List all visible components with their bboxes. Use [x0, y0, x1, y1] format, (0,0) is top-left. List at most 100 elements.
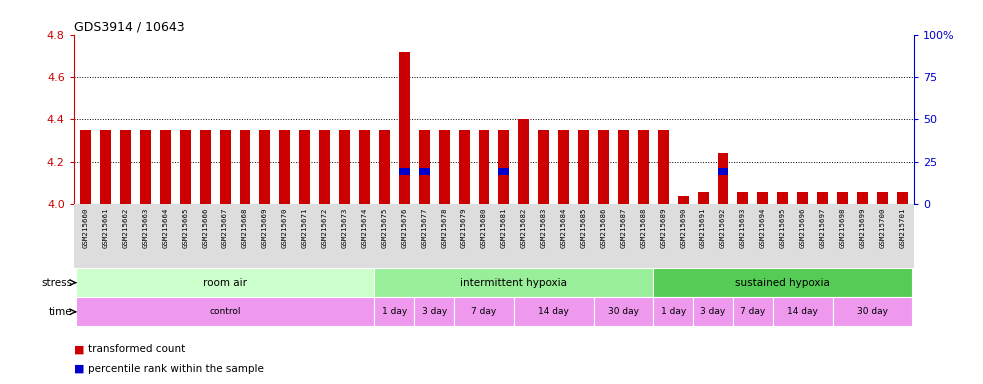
- Text: GDS3914 / 10643: GDS3914 / 10643: [74, 20, 185, 33]
- Text: GSM215663: GSM215663: [143, 207, 148, 248]
- Text: GSM215685: GSM215685: [581, 207, 587, 248]
- Text: 3 day: 3 day: [701, 307, 725, 316]
- Bar: [598, 130, 609, 204]
- Text: room air: room air: [203, 278, 247, 288]
- Text: GSM215664: GSM215664: [162, 207, 168, 248]
- Text: GSM215680: GSM215680: [481, 207, 487, 248]
- Bar: [339, 130, 350, 204]
- Bar: [558, 130, 569, 204]
- Text: GSM215678: GSM215678: [441, 207, 447, 248]
- Text: GSM215693: GSM215693: [740, 207, 746, 248]
- Text: intermittent hypoxia: intermittent hypoxia: [460, 278, 567, 288]
- Bar: [375, 268, 654, 297]
- Text: 1 day: 1 day: [381, 307, 407, 316]
- Bar: [240, 130, 251, 204]
- Bar: [877, 192, 888, 204]
- Text: GSM215694: GSM215694: [760, 207, 766, 248]
- Text: GSM215683: GSM215683: [541, 207, 547, 248]
- Text: ■: ■: [74, 364, 85, 374]
- Text: GSM215692: GSM215692: [720, 207, 726, 248]
- Bar: [319, 130, 330, 204]
- Bar: [837, 192, 848, 204]
- Text: GSM215671: GSM215671: [302, 207, 308, 248]
- Text: GSM215684: GSM215684: [560, 207, 566, 248]
- Text: GSM215662: GSM215662: [123, 207, 129, 248]
- Bar: [539, 130, 549, 204]
- Bar: [618, 130, 629, 204]
- Bar: [160, 130, 171, 204]
- Bar: [120, 130, 131, 204]
- Text: GSM215686: GSM215686: [601, 207, 607, 248]
- Bar: [817, 192, 828, 204]
- Text: GSM215689: GSM215689: [661, 207, 666, 248]
- Bar: [378, 130, 390, 204]
- Text: 30 day: 30 day: [607, 307, 639, 316]
- Text: 1 day: 1 day: [661, 307, 686, 316]
- Text: GSM215675: GSM215675: [381, 207, 387, 248]
- Bar: [399, 51, 410, 204]
- Text: stress: stress: [41, 278, 73, 288]
- Bar: [279, 130, 290, 204]
- Bar: [638, 130, 649, 204]
- Bar: [399, 168, 410, 175]
- Text: GSM215688: GSM215688: [640, 207, 647, 248]
- Text: GSM215699: GSM215699: [859, 207, 865, 248]
- Bar: [778, 192, 788, 204]
- Bar: [81, 130, 91, 204]
- Text: GSM215679: GSM215679: [461, 207, 467, 248]
- Text: 14 day: 14 day: [539, 307, 569, 316]
- Bar: [514, 297, 594, 326]
- Text: GSM215672: GSM215672: [321, 207, 327, 248]
- Text: 3 day: 3 day: [422, 307, 447, 316]
- Bar: [757, 192, 769, 204]
- Bar: [438, 130, 449, 204]
- Text: GSM215667: GSM215667: [222, 207, 228, 248]
- Text: time: time: [49, 307, 73, 317]
- Bar: [718, 168, 728, 175]
- Text: GSM215669: GSM215669: [261, 207, 268, 248]
- Text: control: control: [209, 307, 241, 316]
- Bar: [677, 196, 689, 204]
- Text: GSM215701: GSM215701: [899, 207, 905, 248]
- Bar: [260, 130, 270, 204]
- Text: GSM215661: GSM215661: [102, 207, 108, 248]
- Bar: [833, 297, 912, 326]
- Text: GSM215691: GSM215691: [700, 207, 706, 248]
- Bar: [419, 168, 430, 175]
- Bar: [100, 130, 111, 204]
- Bar: [857, 192, 868, 204]
- Text: GSM215666: GSM215666: [202, 207, 208, 248]
- Text: GSM215697: GSM215697: [820, 207, 826, 248]
- Text: GSM215660: GSM215660: [83, 207, 88, 248]
- Bar: [773, 297, 833, 326]
- Text: GSM215673: GSM215673: [341, 207, 348, 248]
- Text: GSM215700: GSM215700: [880, 207, 886, 248]
- Text: GSM215668: GSM215668: [242, 207, 248, 248]
- Bar: [76, 268, 375, 297]
- Bar: [594, 297, 654, 326]
- Text: percentile rank within the sample: percentile rank within the sample: [88, 364, 264, 374]
- Bar: [797, 192, 808, 204]
- Bar: [200, 130, 210, 204]
- Text: GSM215670: GSM215670: [282, 207, 288, 248]
- Bar: [180, 130, 191, 204]
- Bar: [299, 130, 311, 204]
- Text: GSM215665: GSM215665: [182, 207, 189, 248]
- Bar: [498, 130, 509, 204]
- Text: transformed count: transformed count: [88, 344, 186, 354]
- Bar: [375, 297, 414, 326]
- Text: 14 day: 14 day: [787, 307, 818, 316]
- Bar: [654, 268, 912, 297]
- Bar: [693, 297, 733, 326]
- Bar: [414, 297, 454, 326]
- Bar: [698, 192, 709, 204]
- Bar: [733, 297, 773, 326]
- Text: 30 day: 30 day: [857, 307, 888, 316]
- Bar: [498, 168, 509, 175]
- Text: GSM215698: GSM215698: [839, 207, 845, 248]
- Bar: [76, 297, 375, 326]
- Text: ■: ■: [74, 344, 85, 354]
- Text: GSM215682: GSM215682: [521, 207, 527, 248]
- Text: GSM215695: GSM215695: [780, 207, 785, 248]
- Bar: [359, 130, 370, 204]
